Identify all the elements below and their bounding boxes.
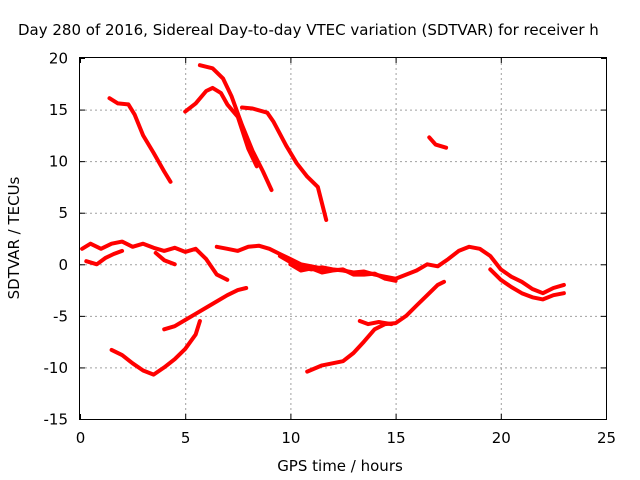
series-track-2 [183, 85, 259, 169]
series-track-8 [153, 250, 177, 267]
series-track-5 [427, 135, 449, 150]
axis-ticks: 0 5 10 15 20 25 -15 -10 -5 0 5 10 15 20 [44, 50, 617, 448]
series-track-3 [197, 63, 274, 192]
x-tick-label: 0 [76, 429, 86, 447]
y-tick-label: 20 [49, 50, 68, 68]
y-tick-label: 10 [49, 153, 68, 171]
x-axis-label: GPS time / hours [277, 457, 403, 475]
series-track-11 [288, 262, 398, 283]
series-track-7 [84, 248, 125, 267]
chart-title: Day 280 of 2016, Sidereal Day-to-day VTE… [18, 21, 599, 39]
y-tick-label: -5 [53, 307, 68, 325]
series-track-13 [162, 286, 249, 332]
series-track-14 [109, 319, 202, 377]
grid [80, 58, 606, 419]
series-track-9 [214, 243, 329, 272]
y-axis-label: SDTVAR / TECUs [5, 176, 23, 299]
series-track-1 [107, 96, 173, 184]
y-tick-label: -15 [44, 411, 69, 429]
y-tick-label: 0 [58, 256, 68, 274]
x-tick-label: 15 [387, 429, 406, 447]
data-tracks [80, 63, 566, 377]
series-track-6 [80, 239, 230, 282]
series-track-12 [488, 267, 566, 302]
x-tick-label: 25 [597, 429, 616, 447]
x-tick-label: 20 [492, 429, 511, 447]
plot-frame [79, 57, 607, 420]
series-track-15 [305, 279, 446, 374]
series-track-4 [240, 105, 329, 222]
y-tick-label: 5 [58, 204, 68, 222]
x-tick-label: 10 [281, 429, 300, 447]
x-tick-label: 5 [181, 429, 191, 447]
y-tick-label: -10 [44, 359, 69, 377]
series-track-16 [357, 319, 394, 327]
y-tick-label: 15 [49, 101, 68, 119]
series-track-10 [277, 244, 566, 296]
